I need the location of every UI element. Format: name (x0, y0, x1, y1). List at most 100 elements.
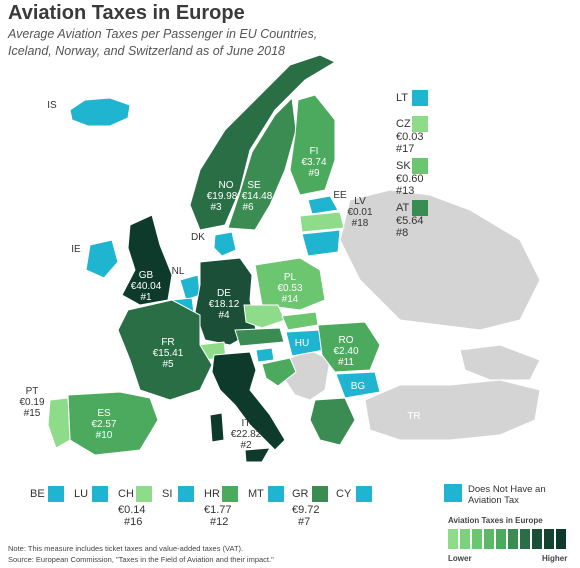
label-it-value: €22.82 (231, 429, 262, 440)
label-ee-code: EE (333, 190, 347, 201)
label-fr-code: FR (161, 337, 174, 348)
country-it-sicily (244, 447, 271, 463)
label-de-code: DE (217, 288, 231, 299)
legend-hr-value: €1.77 (204, 504, 232, 516)
label-de-value: €18.12 (209, 299, 240, 310)
label-es-code: ES (97, 408, 111, 419)
scale-step-2 (460, 529, 470, 549)
label-pl-code: PL (284, 272, 297, 283)
label-fr-value: €15.41 (153, 348, 184, 359)
label-no-code: NO (219, 180, 234, 191)
legend-ch-value: €0.14 (118, 504, 146, 516)
label-pt-code: PT (26, 386, 39, 397)
scale-low-label: Lower (448, 554, 472, 563)
region-caucasus (459, 344, 541, 381)
country-lt (301, 229, 341, 257)
legend-gr-swatch (312, 486, 328, 502)
label-fi-value: €3.74 (301, 157, 326, 168)
scale-step-9 (544, 529, 554, 549)
source-text: Source: European Commission, "Taxes in t… (8, 555, 274, 564)
legend-sk-rank: #13 (396, 185, 415, 197)
legend-at-code: AT (396, 202, 410, 214)
country-lv (299, 211, 345, 233)
label-no-rank: #3 (210, 202, 222, 213)
country-si (255, 347, 275, 363)
label-no-value: €19.98 (207, 191, 238, 202)
country-se (227, 96, 297, 231)
country-gr (309, 397, 356, 446)
scale-title: Aviation Taxes in Europe (448, 516, 543, 525)
label-lv-rank: #18 (352, 218, 369, 229)
legend-lt-swatch (412, 90, 428, 106)
legend-mt-swatch (268, 486, 284, 502)
legend-no-tax-swatch (444, 484, 462, 502)
label-se-value: €14.48 (242, 191, 273, 202)
scale-step-7 (520, 529, 530, 549)
region-russia-belarus-ukraine (339, 189, 541, 331)
country-ro (317, 321, 381, 373)
label-gb-value: €40.04 (131, 281, 162, 292)
legend-cy-swatch (356, 486, 372, 502)
chart-subtitle: Average Aviation Taxes per Passenger in … (8, 27, 318, 58)
note-text: Note: This measure includes ticket taxes… (8, 544, 244, 553)
legend-lt-code: LT (396, 92, 409, 104)
label-bg-code: BG (351, 381, 366, 392)
label-lv-code: LV (354, 196, 366, 207)
legend-lu-code: LU (74, 488, 89, 500)
scale-step-4 (484, 529, 494, 549)
legend-ch-code: CH (118, 488, 134, 500)
country-no (189, 54, 337, 231)
legend-at-swatch (412, 200, 428, 216)
country-fr (117, 299, 213, 401)
legend-gr-rank: #7 (298, 516, 311, 528)
country-ie (85, 239, 119, 279)
label-hu-code: HU (295, 338, 309, 349)
country-is (69, 97, 131, 127)
country-pt (47, 397, 71, 449)
label-tr-code: TR (407, 411, 420, 422)
country-it (211, 351, 286, 451)
scale-step-1 (448, 529, 458, 549)
legend-si-swatch (178, 486, 194, 502)
country-dk (213, 231, 237, 257)
label-ro-code: RO (339, 335, 354, 346)
legend-sk-value: €0.60 (396, 173, 424, 185)
legend-ch-swatch (136, 486, 152, 502)
legend-at-rank: #8 (396, 227, 409, 239)
label-gb-code: GB (139, 270, 154, 281)
label-ie-code: IE (71, 244, 81, 255)
label-fi-code: FI (310, 146, 319, 157)
legend-gr-code: GR (292, 488, 309, 500)
legend-at-value: €5.64 (396, 215, 424, 227)
country-at (234, 327, 285, 347)
label-nl-code: NL (172, 266, 185, 277)
label-it-rank: #2 (240, 440, 252, 451)
scale-step-8 (532, 529, 542, 549)
label-de-rank: #4 (218, 310, 230, 321)
legend-hr-code: HR (204, 488, 220, 500)
legend-sk-swatch (412, 158, 428, 174)
country-ee (307, 195, 339, 215)
country-gb (121, 214, 173, 306)
legend-ch-rank: #16 (124, 516, 143, 528)
country-it-sardinia (209, 412, 225, 443)
label-se-code: SE (247, 180, 261, 191)
label-pt-rank: #15 (24, 408, 41, 419)
legend-cz-swatch (412, 116, 428, 132)
legend-hr-rank: #12 (210, 516, 229, 528)
label-it-code: IT (242, 418, 251, 429)
country-cz (243, 304, 286, 329)
scale-step-3 (472, 529, 482, 549)
country-sk (281, 311, 319, 331)
label-pt-value: €0.19 (19, 397, 44, 408)
label-lv-value: €0.01 (347, 207, 372, 218)
legend-hr-swatch (222, 486, 238, 502)
label-ro-rank: #11 (338, 357, 354, 368)
country-hr (261, 357, 297, 387)
legend-cz-code: CZ (396, 118, 411, 130)
country-es (67, 391, 159, 456)
label-pl-rank: #14 (282, 294, 299, 305)
label-fr-rank: #5 (162, 359, 174, 370)
label-gb-rank: #1 (140, 292, 152, 303)
